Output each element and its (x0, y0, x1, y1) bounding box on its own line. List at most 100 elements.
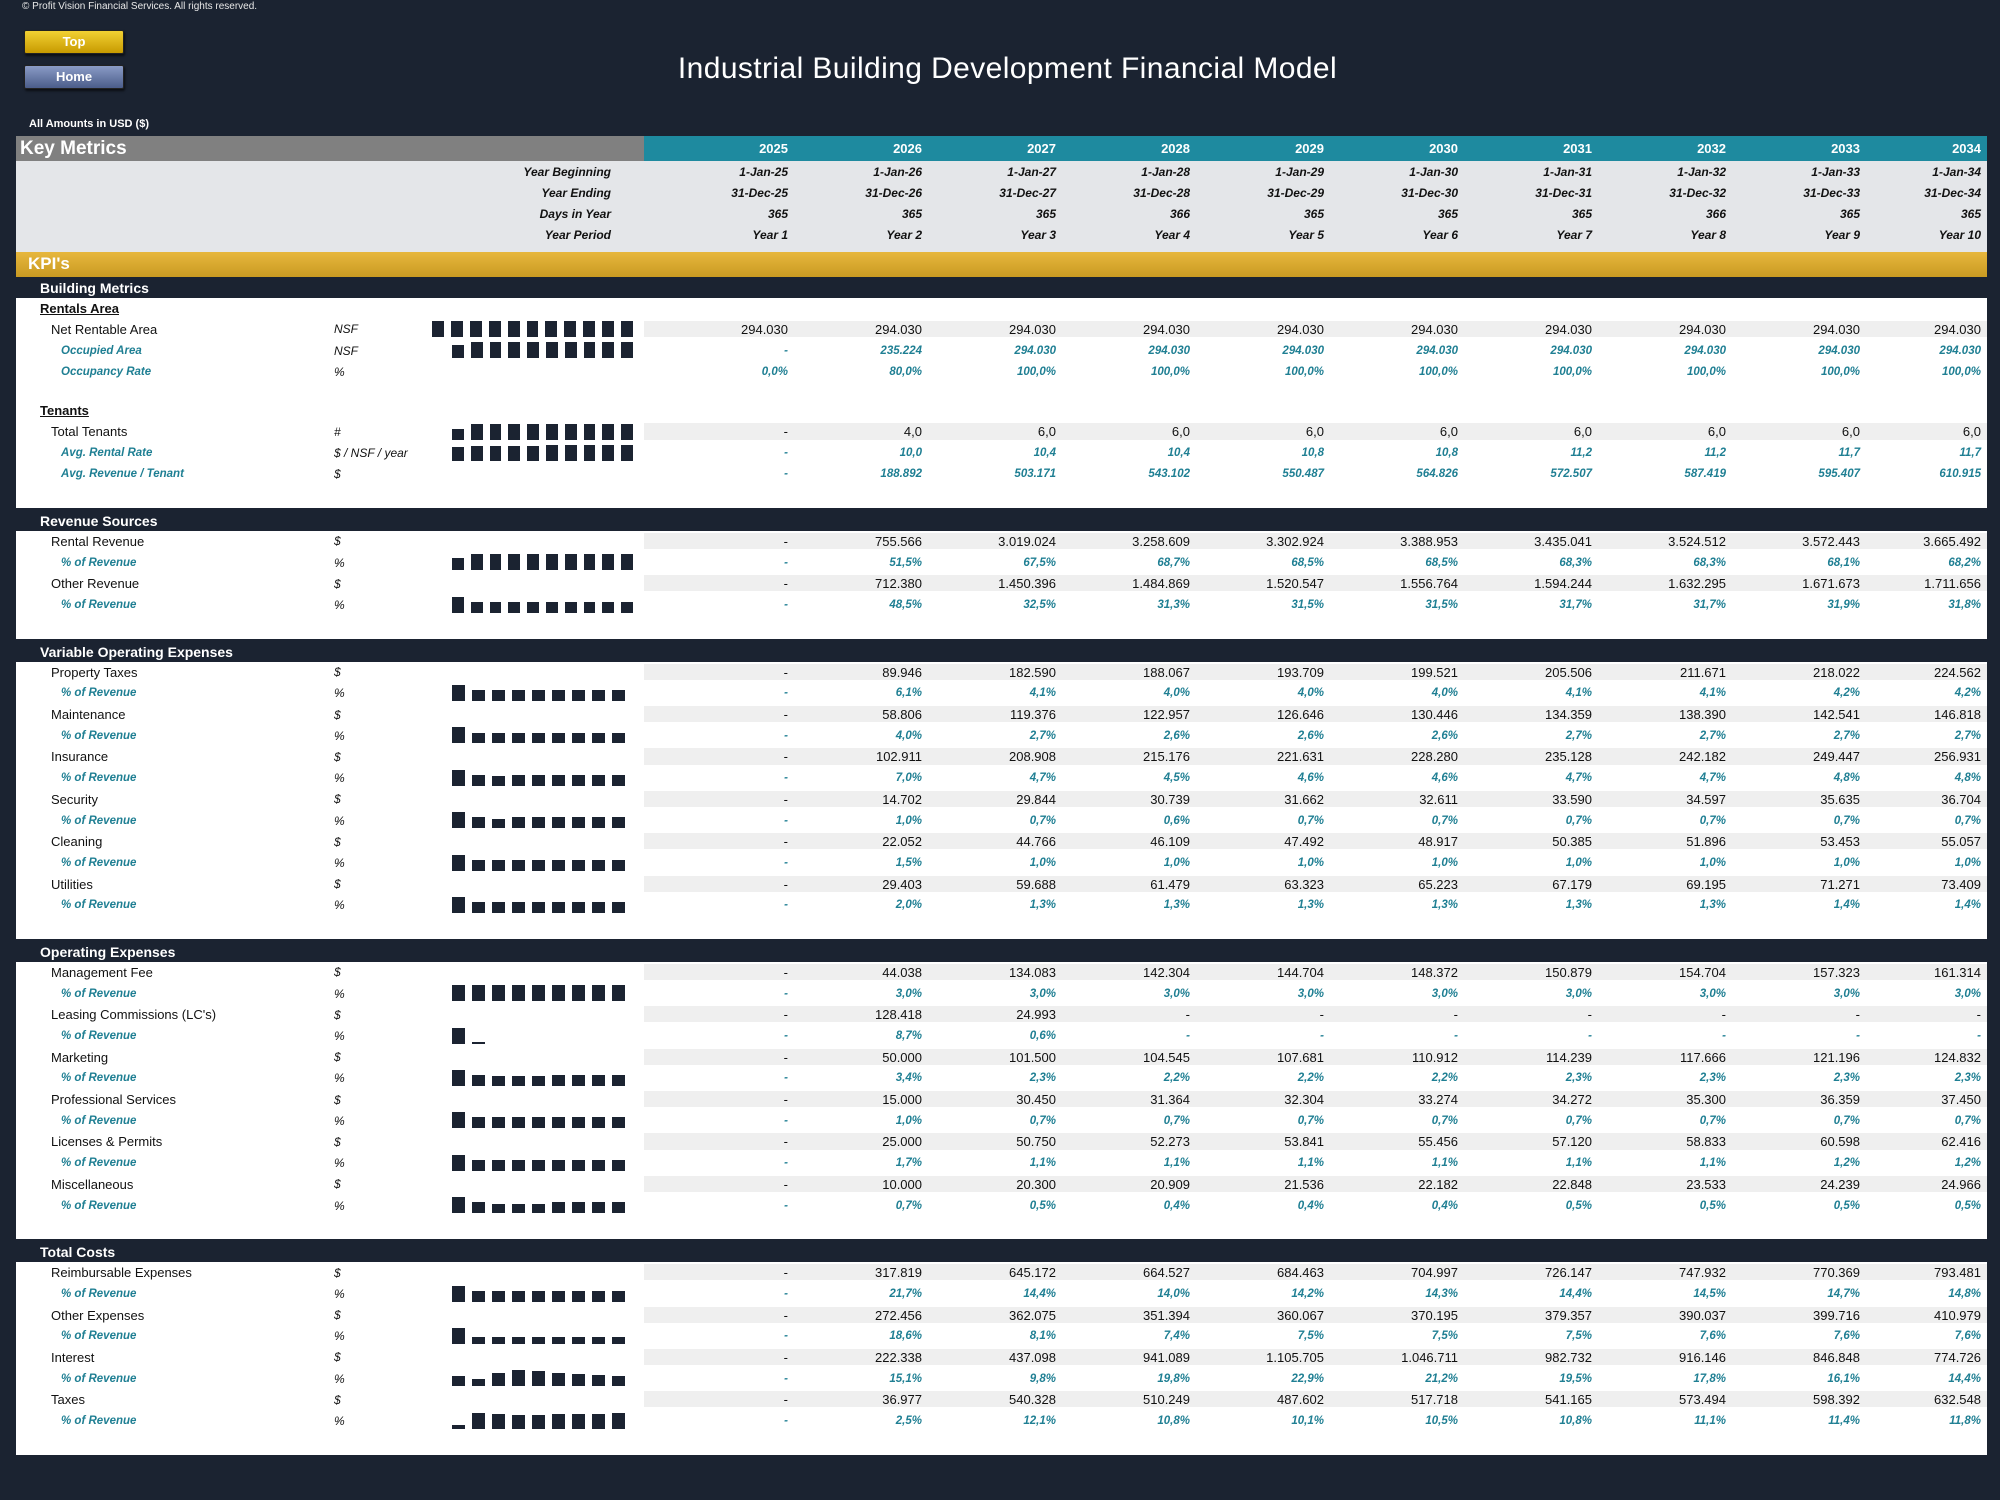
sparkline-bar (572, 1201, 585, 1214)
year-cell: 2033 (1831, 141, 1860, 156)
value-cell: 80,0% (889, 365, 922, 378)
sparkline-bar (492, 1160, 505, 1171)
ratio-row: % of Revenue% - 3,0% 3,0% 3,0% 3,0% 3,0% 3,0% 3,… (16, 983, 1987, 1004)
sparkline-bar (532, 1290, 545, 1302)
row-label: Avg. Rental Rate (61, 447, 153, 460)
row-shading (644, 1006, 1987, 1023)
row-shading (644, 1306, 1987, 1323)
value-cell: 34.597 (1686, 791, 1726, 807)
sparkline-bar (472, 859, 485, 871)
value-cell: 1.594.244 (1534, 576, 1592, 592)
period-row-label: Days in Year (539, 206, 611, 221)
sparkline-bar (602, 320, 615, 337)
value-cell: 0,7% (1163, 1114, 1190, 1127)
value-cell: 3.524.512 (1668, 533, 1726, 549)
value-cell: Year 5 (1288, 228, 1324, 243)
sparkline-bar (452, 1070, 465, 1086)
row-unit: $ (334, 467, 341, 482)
financial-sheet: Key Metrics 2025 2026 2027 2028 2029 2030 2031… (16, 136, 1987, 1455)
row-unit: % (334, 555, 345, 570)
sparkline-bar (545, 554, 558, 571)
value-cell: 117.666 (1679, 1049, 1726, 1065)
value-cell: 22.052 (882, 834, 922, 850)
row-shading (644, 575, 1987, 592)
sparkline-bar (552, 985, 565, 1002)
value-cell: 4,0% (1297, 687, 1324, 700)
sparkline-bar (512, 1117, 525, 1129)
value-cell: - (783, 1349, 788, 1365)
row-label: % of Revenue (61, 772, 137, 785)
value-cell: 107.681 (1277, 1049, 1324, 1065)
sparkline-bar (507, 320, 520, 337)
sparkline-bar (492, 732, 505, 744)
value-cell: 360.067 (1277, 1307, 1324, 1323)
sparkline-bar (492, 902, 505, 913)
row-label: Insurance (51, 749, 109, 765)
value-cell: 48.917 (1418, 834, 1458, 850)
value-cell: 1.046.711 (1401, 1349, 1458, 1365)
sparkline-bar (489, 423, 502, 440)
value-cell: 30.739 (1150, 791, 1190, 807)
value-cell: 14,4% (1023, 1287, 1056, 1300)
value-cell: 846.848 (1813, 1349, 1860, 1365)
value-cell: 14.702 (882, 791, 922, 807)
top-button[interactable]: Top (24, 30, 124, 54)
sparkline-column-chart (416, 319, 640, 340)
row-unit: $ (334, 1007, 341, 1022)
row-label: % of Revenue (61, 1199, 137, 1212)
home-button[interactable]: Home (24, 65, 124, 89)
kpi-sections: Building Metrics Rentals Area Net Rentable… (16, 276, 1987, 1455)
value-cell: 218.022 (1813, 664, 1860, 680)
value-cell: 1,3% (1029, 899, 1056, 912)
row-label: % of Revenue (61, 1114, 137, 1127)
row-unit: % (334, 813, 345, 828)
row-label: Occupied Area (61, 344, 142, 357)
sparkline-bar (602, 342, 615, 359)
value-cell: 119.376 (1009, 707, 1056, 723)
spacer (16, 916, 1987, 939)
ratio-row: Avg. Rental Rate $ / NSF / year - 10,0 10,4 1… (16, 443, 1987, 464)
row-shading (644, 1175, 1987, 1192)
value-cell: 684.463 (1277, 1265, 1324, 1281)
value-cell: 18,6% (889, 1330, 922, 1343)
value-cell: 142.541 (1813, 707, 1860, 723)
value-cell: 114.239 (1545, 1049, 1592, 1065)
sparkline-bar (492, 1337, 505, 1344)
value-cell: 68,7% (1157, 556, 1190, 569)
value-cell: 11,7 (1838, 447, 1860, 460)
value-cell: - (783, 834, 788, 850)
sparkline-bar (489, 446, 502, 461)
value-cell: 31,5% (1425, 599, 1458, 612)
ratio-row: % of Revenue% - 15,1% 9,8% 19,8% 22,9% 21,2% 19… (16, 1368, 1987, 1389)
page-title: Industrial Building Development Financia… (677, 52, 1338, 85)
value-cell: 3.572.443 (1802, 533, 1860, 549)
value-cell: 712.380 (875, 576, 922, 592)
value-cell: 294.030 (1818, 344, 1860, 357)
value-cell: 362.075 (1009, 1307, 1056, 1323)
value-cell: 10,8 (1435, 447, 1458, 460)
value-cell: Year 4 (1154, 228, 1190, 243)
sparkline-bar (552, 1414, 565, 1429)
value-cell: 0,5% (1833, 1199, 1860, 1212)
sparkline-bar (612, 1376, 625, 1387)
value-cell: 437.098 (1009, 1349, 1056, 1365)
value-cell: 770.369 (1813, 1265, 1860, 1281)
value-cell: 294.030 (1545, 321, 1592, 337)
sparkline-column-chart (416, 1283, 640, 1304)
sparkline-bar (452, 1197, 465, 1214)
sparkline-bar (532, 1160, 545, 1171)
value-cell: - (784, 1372, 788, 1385)
value-cell: 12,1% (1023, 1415, 1056, 1428)
sparkline-column-chart (416, 1153, 640, 1174)
value-cell: - (783, 424, 788, 440)
spacer (16, 382, 1987, 400)
sparkline-bar (472, 1117, 485, 1129)
value-cell: 294.030 (1934, 321, 1981, 337)
row-label: Avg. Revenue / Tenant (61, 468, 184, 481)
value-cell: 154.704 (1679, 964, 1726, 980)
value-cell: 150.879 (1545, 964, 1592, 980)
sparkline-bar (492, 1117, 505, 1129)
metric-row: Maintenance $ - 58.806 119.376 122.957 126.646… (16, 704, 1987, 725)
value-cell: 104.545 (1143, 1049, 1190, 1065)
value-cell: 294.030 (1282, 344, 1324, 357)
